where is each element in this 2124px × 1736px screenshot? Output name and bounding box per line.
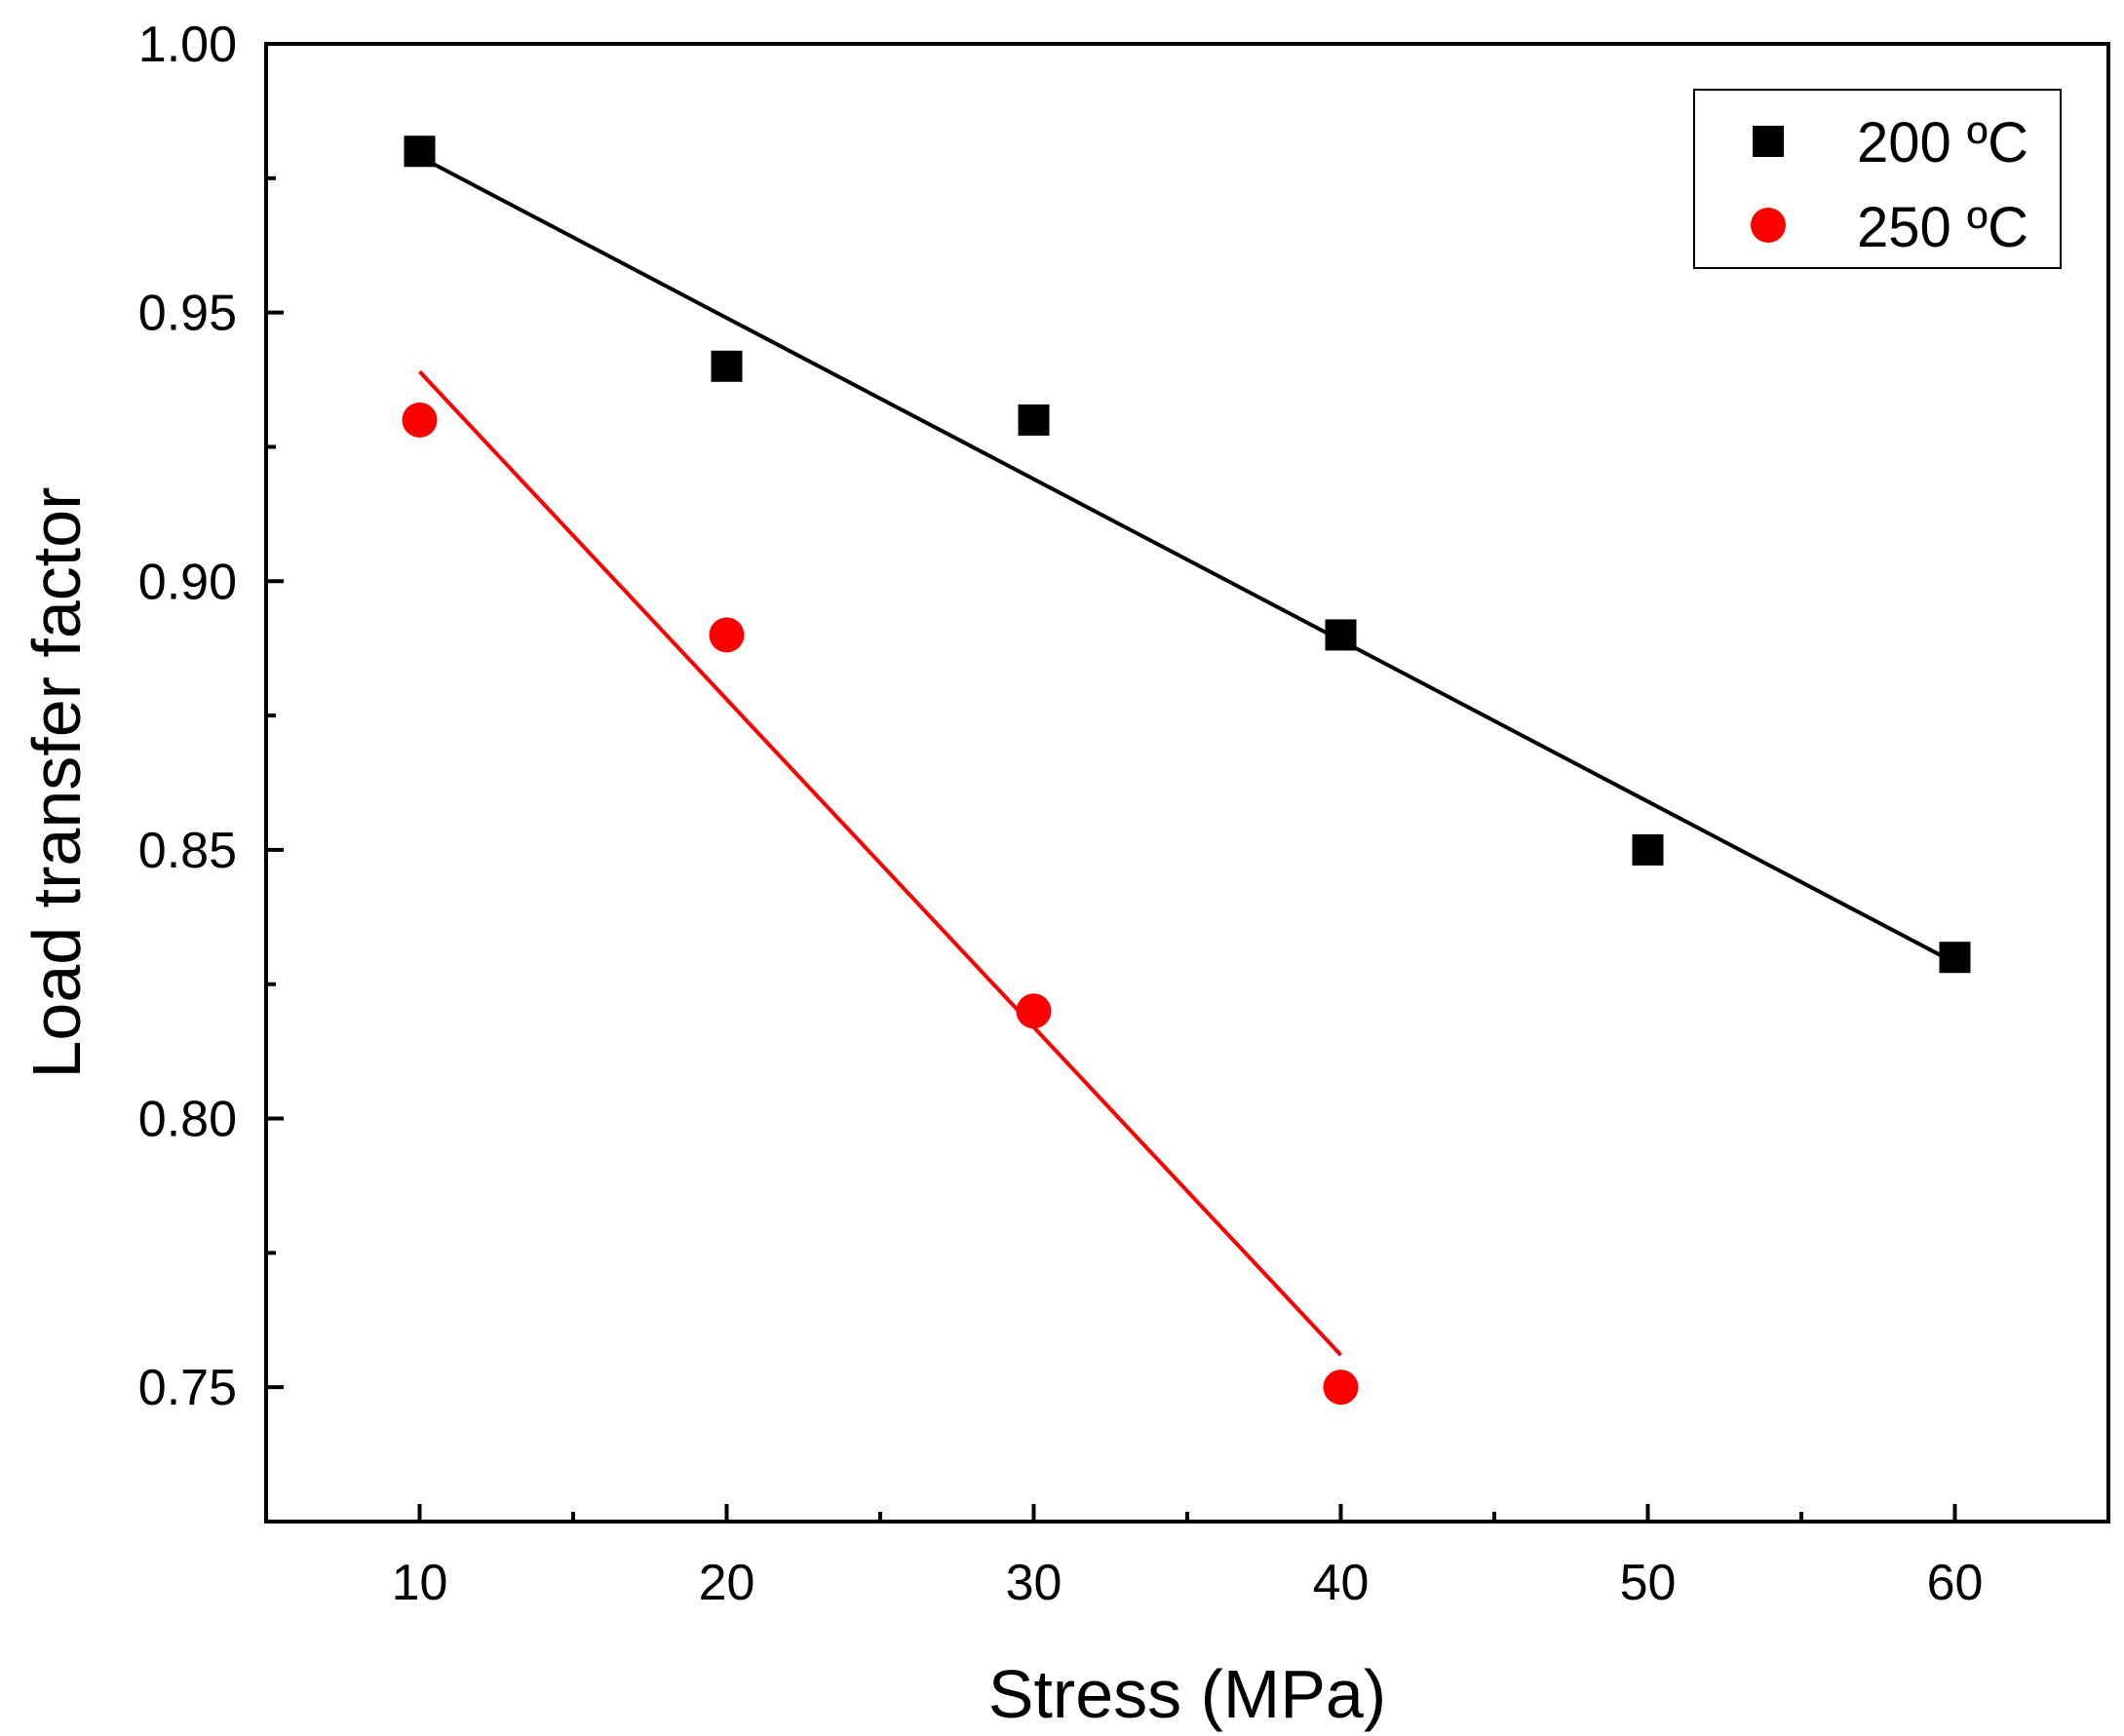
x-tick-label: 50 [1620,1555,1677,1611]
data-point-series-0 [1632,833,1664,866]
data-point-series-1 [709,617,745,653]
x-tick-label: 20 [699,1555,755,1611]
y-axis-ticks: 0.75 0.80 0.85 0.90 0.95 1.00 [138,17,284,1416]
legend-box [1693,89,2062,269]
legend-label-250c: 250 ºC [1857,196,2028,259]
legend-marker-200c [1753,126,1784,157]
legend-label-200c: 200 ºC [1857,111,2028,174]
data-points [402,135,1971,1406]
fit-line-series-0 [418,154,1956,965]
y-tick-label: 0.75 [138,1360,237,1416]
fit-line-series-1 [418,369,1342,1357]
y-axis-label: Load transfer factor [19,487,95,1079]
x-tick-label: 60 [1927,1555,1984,1611]
data-point-series-0 [404,135,436,168]
y-tick-label: 0.95 [138,286,237,342]
y-tick-label: 0.80 [138,1092,237,1148]
x-axis-label: Stress (MPa) [988,1656,1386,1732]
x-tick-label: 10 [392,1555,448,1611]
y-tick-label: 0.90 [138,554,237,610]
y-tick-label: 0.85 [138,823,237,879]
data-point-series-0 [1018,404,1050,436]
legend-marker-250c [1751,208,1786,243]
x-axis-ticks: 10 20 30 40 50 60 [392,1504,1984,1611]
data-point-series-0 [711,350,743,382]
data-point-series-1 [1016,993,1052,1029]
x-tick-label: 30 [1006,1555,1062,1611]
data-point-series-0 [1325,619,1357,651]
data-point-series-1 [1323,1370,1359,1406]
data-point-series-1 [402,402,438,438]
fit-lines [418,154,1956,1357]
legend: 200 ºC 250 ºC [1693,89,2062,269]
data-point-series-0 [1939,942,1971,974]
x-tick-label: 40 [1313,1555,1370,1611]
y-tick-label: 1.00 [138,17,237,73]
